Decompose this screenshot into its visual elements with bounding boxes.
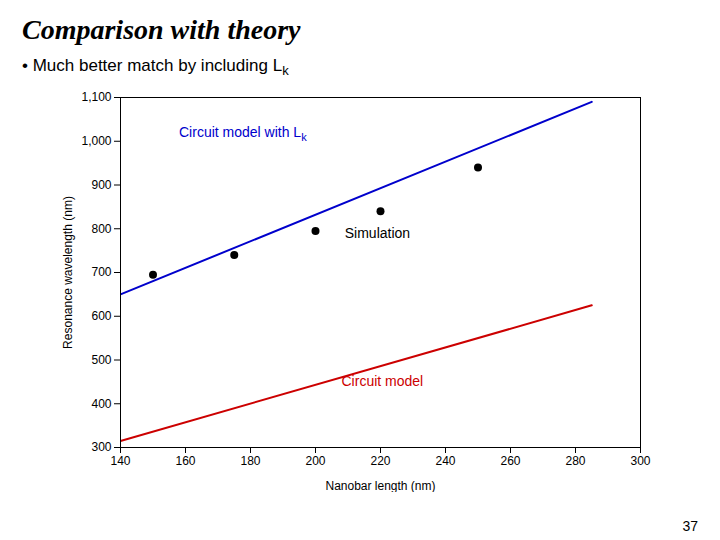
svg-text:600: 600 [91, 309, 111, 323]
svg-text:Simulation: Simulation [345, 226, 410, 242]
svg-text:500: 500 [91, 353, 111, 367]
svg-text:240: 240 [435, 454, 455, 468]
svg-text:Resonance wavelength (nm): Resonance wavelength (nm) [61, 197, 75, 350]
svg-text:260: 260 [500, 454, 520, 468]
html-text:Comparison with theory: Comparison with theory [22, 14, 301, 45]
svg-text:180: 180 [240, 454, 260, 468]
html-text:• Much better match by includi: • Much better match by including Lk [22, 56, 289, 79]
svg-text:140: 140 [110, 454, 130, 468]
svg-text:400: 400 [91, 397, 111, 411]
svg-text:300: 300 [630, 454, 650, 468]
svg-text:700: 700 [91, 266, 111, 280]
svg-text:220: 220 [370, 454, 390, 468]
svg-text:300: 300 [91, 441, 111, 455]
html-text:37: 37 [682, 518, 698, 534]
svg-text:800: 800 [91, 222, 111, 236]
svg-text:900: 900 [91, 178, 111, 192]
svg-text:1,000: 1,000 [81, 134, 111, 148]
svg-text:1,100: 1,100 [81, 91, 111, 105]
svg-text:160: 160 [175, 454, 195, 468]
svg-text:200: 200 [305, 454, 325, 468]
svg-text:Circuit model with Lk: Circuit model with Lk [179, 124, 307, 143]
svg-text:280: 280 [565, 454, 585, 468]
svg-text:Circuit model: Circuit model [342, 374, 424, 390]
svg-text:Nanobar length (nm): Nanobar length (nm) [325, 479, 435, 493]
